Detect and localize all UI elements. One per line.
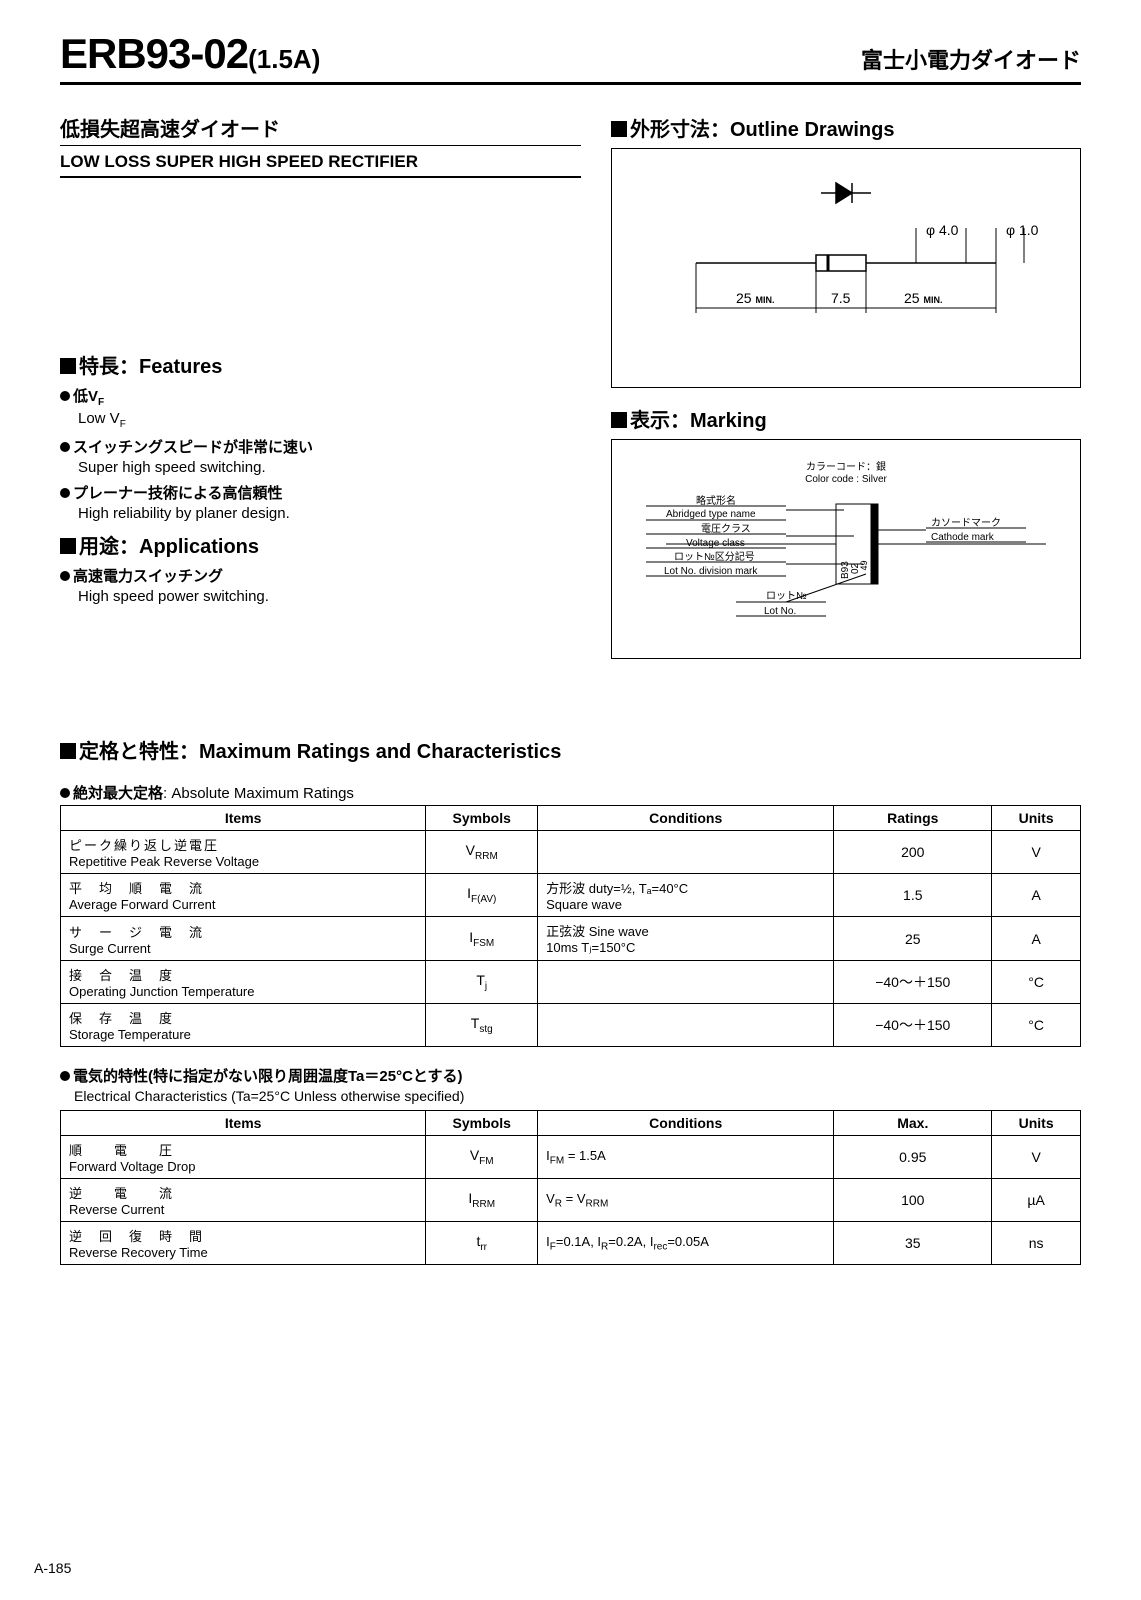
col-header: Symbols [426, 806, 538, 831]
title-en: LOW LOSS SUPER HIGH SPEED RECTIFIER [60, 152, 581, 178]
table-row: ピーク繰り返し逆電圧Repetitive Peak Reverse Voltag… [61, 831, 1081, 874]
table-row: 平 均 順 電 流Average Forward CurrentIF(AV)方形… [61, 874, 1081, 917]
feature-en: High reliability by planer design. [78, 505, 581, 522]
svg-text:ロット№区分記号: ロット№区分記号 [674, 550, 755, 563]
col-header: Max. [834, 1111, 992, 1136]
ratings-heading: 定格と特性：Maximum Ratings and Characteristic… [60, 735, 1081, 764]
features-heading: 特長：Features [60, 350, 581, 379]
app-en: High speed power switching. [78, 588, 581, 605]
svg-text:ロット№: ロット№ [766, 591, 807, 602]
feature-jp: プレーナー技術による高信頼性 [60, 482, 581, 503]
col-header: Items [61, 806, 426, 831]
svg-text:· 49: · 49 [859, 560, 869, 576]
svg-text:25 MIN.: 25 MIN. [736, 290, 774, 306]
svg-text:φ 4.0: φ 4.0 [926, 222, 959, 238]
svg-text:略式形名: 略式形名 [696, 494, 736, 507]
title-jp: 低損失超高速ダイオード [60, 113, 581, 146]
table-row: 逆 回 復 時 間Reverse Recovery TimetrrIF=0.1A… [61, 1222, 1081, 1265]
svg-text:Color code : Silver: Color code : Silver [805, 474, 887, 485]
svg-text:7.5: 7.5 [831, 290, 851, 306]
outline-drawing: φ 4.0 φ 1.0 [611, 148, 1081, 388]
svg-text:Abridged type name: Abridged type name [666, 509, 756, 520]
elec-char-table: ItemsSymbolsConditionsMax.Units順 電 圧Forw… [60, 1110, 1081, 1265]
marking-diagram: カラーコード：銀 Color code : Silver B93 02 · 49… [611, 439, 1081, 659]
svg-text:φ 1.0: φ 1.0 [1006, 222, 1039, 238]
svg-text:25 MIN.: 25 MIN. [904, 290, 942, 306]
elec-note-en: Electrical Characteristics (Ta=25°C Unle… [74, 1088, 1081, 1104]
table-row: 逆 電 流Reverse CurrentIRRMVR = VRRM100µA [61, 1179, 1081, 1222]
col-header: Units [992, 806, 1081, 831]
svg-text:Lot No. division mark: Lot No. division mark [664, 566, 758, 577]
svg-text:カラーコード：銀: カラーコード：銀 [806, 460, 886, 473]
table-row: サ ー ジ 電 流Surge CurrentIFSM正弦波 Sine wave1… [61, 917, 1081, 961]
marking-heading: 表示：Marking [611, 404, 1081, 433]
col-header: Items [61, 1111, 426, 1136]
table-row: 順 電 圧Forward Voltage DropVFMIFM = 1.5A0.… [61, 1136, 1081, 1179]
svg-text:カソードマーク: カソードマーク [931, 517, 1001, 529]
page-number: A-185 [34, 1560, 71, 1576]
col-header: Ratings [834, 806, 992, 831]
apps-heading: 用途：Applications [60, 530, 581, 559]
app-jp: 高速電力スイッチング [60, 565, 581, 586]
col-header: Conditions [538, 806, 834, 831]
feature-en: Super high speed switching. [78, 459, 581, 476]
part-number: ERB93-02 [60, 30, 248, 77]
svg-text:Cathode mark: Cathode mark [931, 532, 995, 543]
table-row: 保 存 温 度Storage TemperatureTstg−40～＋150°C [61, 1004, 1081, 1047]
feature-jp: スイッチングスピードが非常に速い [60, 436, 581, 457]
col-header: Units [992, 1111, 1081, 1136]
feature-en: Low VF [78, 410, 581, 430]
company-name: 富士小電力ダイオード [861, 43, 1081, 75]
elec-note: 電気的特性(特に指定がない限り周囲温度Ta＝25°Cとする) [60, 1065, 1081, 1086]
feature-jp: 低VF [60, 385, 581, 408]
svg-text:電圧クラス: 電圧クラス [701, 523, 751, 535]
col-header: Conditions [538, 1111, 834, 1136]
outline-heading: 外形寸法：Outline Drawings [611, 113, 1081, 142]
col-header: Symbols [426, 1111, 538, 1136]
abs-max-table: ItemsSymbolsConditionsRatingsUnitsピーク繰り返… [60, 805, 1081, 1047]
svg-text:Voltage class: Voltage class [686, 538, 745, 549]
abs-max-note: 絶対最大定格: Absolute Maximum Ratings [60, 782, 1081, 803]
table-row: 接 合 温 度Operating Junction TemperatureTj−… [61, 961, 1081, 1004]
svg-text:Lot No.: Lot No. [764, 606, 796, 617]
part-suffix: (1.5A) [248, 44, 320, 74]
